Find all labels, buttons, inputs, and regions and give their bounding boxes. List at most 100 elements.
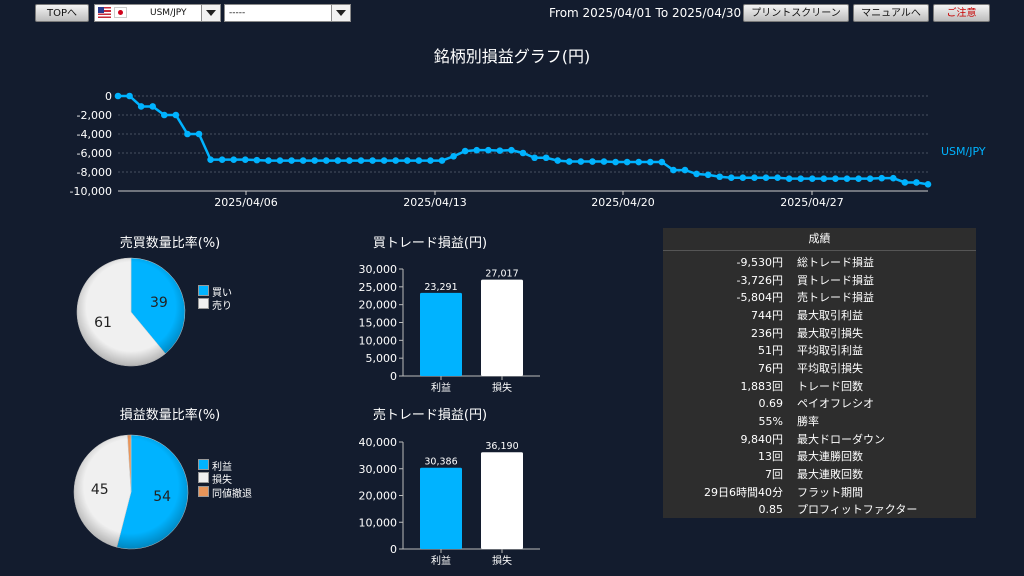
line-point bbox=[461, 147, 469, 155]
y-tick-label: 25,000 bbox=[359, 281, 398, 294]
y-tick-label: 20,000 bbox=[359, 299, 398, 312]
line-point bbox=[901, 179, 909, 186]
jp-flag-icon bbox=[114, 7, 127, 18]
category-label: 損失 bbox=[492, 381, 512, 394]
legend-buy: 買い bbox=[212, 288, 232, 299]
bar-value-label: 36,190 bbox=[485, 441, 518, 452]
legend-loss: 損失 bbox=[212, 475, 232, 486]
pair-select-value: USM/JPY bbox=[150, 8, 187, 18]
line-chart-title: 銘柄別損益グラフ(円) bbox=[433, 47, 591, 66]
line-point bbox=[160, 111, 168, 119]
line-point bbox=[623, 158, 631, 166]
line-point bbox=[681, 166, 689, 174]
stats-value: 0.85 bbox=[758, 502, 784, 516]
bar bbox=[481, 452, 523, 549]
line-point bbox=[508, 146, 515, 154]
y-tick-label: 40,000 bbox=[359, 436, 398, 449]
chevron-down-icon[interactable] bbox=[331, 5, 350, 21]
line-point bbox=[565, 158, 573, 165]
line-point bbox=[218, 156, 226, 163]
line-point bbox=[438, 157, 446, 164]
line-point bbox=[403, 157, 411, 164]
stats-row: 0.85 プロフィットファクター bbox=[663, 501, 976, 519]
line-point bbox=[299, 157, 307, 164]
line-point bbox=[334, 157, 342, 164]
category-label: 利益 bbox=[431, 381, 451, 394]
line-point bbox=[149, 103, 157, 110]
pie-trade-ratio-title: 売買数量比率(%) bbox=[119, 236, 221, 251]
line-point bbox=[889, 174, 897, 182]
stats-row: 55% 勝率 bbox=[663, 412, 976, 430]
chevron-down-icon[interactable] bbox=[201, 5, 220, 21]
stats-row: 0.69 ペイオフレシオ bbox=[663, 395, 976, 413]
print-screen-button[interactable]: プリントスクリーン bbox=[743, 4, 849, 22]
line-point bbox=[762, 174, 770, 181]
stats-value: 7回 bbox=[765, 468, 783, 482]
stats-label: 最大ドローダウン bbox=[797, 432, 885, 446]
stats-label: トレード回数 bbox=[797, 379, 863, 393]
top-button[interactable]: TOPへ bbox=[35, 4, 89, 22]
line-point bbox=[496, 147, 504, 154]
line-point bbox=[589, 158, 596, 165]
stats-row: 1,883回 トレード回数 bbox=[663, 377, 976, 395]
legend-swatch-profit bbox=[198, 459, 209, 470]
secondary-select[interactable]: ----- bbox=[224, 4, 351, 22]
x-tick-label: 2025/04/06 bbox=[214, 196, 277, 209]
stats-value: -3,726円 bbox=[736, 273, 783, 287]
line-point bbox=[276, 157, 284, 164]
stats-label: フラット期間 bbox=[797, 485, 863, 499]
stats-label: プロフィットファクター bbox=[797, 503, 918, 517]
close-button[interactable]: ご注意 bbox=[933, 4, 990, 22]
line-point bbox=[924, 181, 932, 188]
stats-value: 51円 bbox=[758, 344, 783, 358]
line-point bbox=[600, 158, 608, 165]
line-point bbox=[288, 157, 295, 164]
line-point bbox=[843, 175, 851, 182]
legend-breakeven: 同値撤退 bbox=[212, 489, 252, 500]
pie-shading bbox=[77, 258, 185, 366]
stats-value: 744円 bbox=[751, 308, 783, 322]
line-point bbox=[230, 156, 238, 163]
bar-buy-title: 買トレード損益(円) bbox=[372, 236, 488, 251]
x-tick-label: 2025/04/13 bbox=[403, 196, 466, 209]
pie-trade-ratio: 3961 bbox=[76, 257, 186, 367]
line-point bbox=[126, 92, 133, 100]
line-point bbox=[832, 175, 839, 182]
stats-table: -9,530円 総トレード損益 -3,726円 買トレード損益 -5,804円 売トレード… bbox=[663, 253, 976, 518]
pair-select[interactable]: USM/JPY bbox=[94, 4, 221, 22]
bar bbox=[420, 292, 462, 376]
line-point bbox=[450, 153, 457, 160]
y-tick-label: -6,000 bbox=[77, 147, 112, 160]
line-point bbox=[670, 166, 677, 174]
y-tick-label: -10,000 bbox=[70, 185, 112, 198]
line-point bbox=[646, 158, 654, 166]
line-point bbox=[554, 157, 562, 164]
line-point bbox=[392, 157, 400, 164]
stats-row: 236円 最大取引損失 bbox=[663, 324, 976, 342]
stats-value: 76円 bbox=[758, 361, 783, 375]
legend-swatch-sell bbox=[198, 298, 209, 309]
y-tick-label: 30,000 bbox=[359, 263, 398, 276]
bar-value-label: 23,291 bbox=[424, 282, 457, 293]
line-point bbox=[195, 130, 203, 138]
line-point bbox=[808, 175, 816, 182]
y-tick-label: 0 bbox=[105, 90, 112, 103]
legend-swatch-loss bbox=[198, 472, 209, 483]
line-point bbox=[241, 156, 249, 163]
y-tick-label: -8,000 bbox=[77, 166, 112, 179]
y-tick-label: 0 bbox=[390, 370, 397, 383]
manual-button[interactable]: マニュアルへ bbox=[853, 4, 929, 22]
stats-label: 最大取引利益 bbox=[797, 308, 863, 322]
stats-row: 9,840円 最大ドローダウン bbox=[663, 430, 976, 448]
line-series-label: USM/JPY bbox=[941, 145, 986, 158]
bar bbox=[420, 467, 462, 549]
line-series bbox=[118, 94, 929, 186]
y-tick-label: 30,000 bbox=[359, 463, 398, 476]
stats-value: 1,883回 bbox=[740, 379, 784, 393]
stats-label: 平均取引利益 bbox=[797, 344, 863, 358]
line-point bbox=[137, 103, 145, 110]
line-point bbox=[531, 154, 538, 162]
line-point bbox=[427, 157, 434, 164]
stats-label: 売トレード損益 bbox=[797, 291, 874, 305]
y-tick-label: 15,000 bbox=[359, 317, 398, 330]
